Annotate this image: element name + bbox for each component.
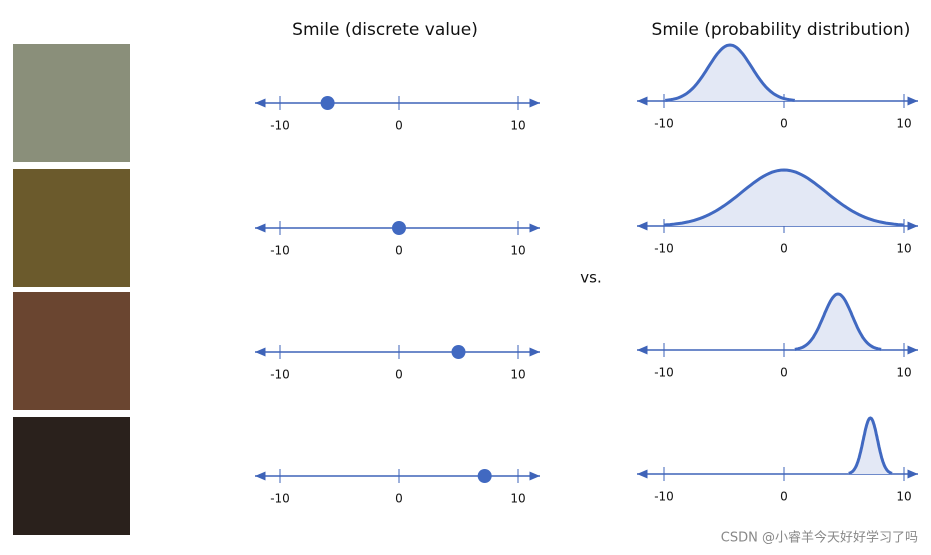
separator: vs. [580,269,601,287]
face-photos [13,44,130,535]
tick-label: -10 [270,119,290,133]
distribution-curve [794,292,882,351]
distribution-curve [665,43,795,102]
tick-label: 0 [395,244,403,258]
tick-label: 0 [780,366,788,380]
tick-label: 10 [896,117,911,131]
face-photo [13,169,130,287]
tick-label: 10 [896,242,911,256]
watermark: CSDN @小睿羊今天好好学习了吗 [721,530,918,546]
tick-label: -10 [654,366,674,380]
value-dot [451,345,466,359]
tick-label: 10 [510,492,525,506]
value-dot [392,221,406,235]
tick-label: -10 [270,244,290,258]
value-dot [477,469,492,483]
tick-label: -10 [654,242,674,256]
tick-label: 0 [780,242,788,256]
tick-label: 10 [896,366,911,380]
distribution-area [794,294,882,350]
tick-label: -10 [270,492,290,506]
tick-label: 0 [780,117,788,131]
tick-label: -10 [270,368,290,382]
tick-label: 10 [510,244,525,258]
distribution-area [665,45,795,101]
distribution-curve [848,416,893,475]
tick-label: -10 [654,490,674,504]
face-photo [13,292,130,410]
tick-label: 10 [510,368,525,382]
distribution-curve [663,168,905,227]
right-title: Smile (probability distribution) [652,20,911,40]
tick-label: 0 [395,119,403,133]
distribution-area [664,170,904,226]
left-title: Smile (discrete value) [292,20,478,40]
tick-label: 0 [395,492,403,506]
tick-label: -10 [654,117,674,131]
tick-label: 0 [780,490,788,504]
tick-label: 10 [896,490,911,504]
tick-label: 0 [395,368,403,382]
face-photo [13,417,130,535]
value-dot [320,96,335,110]
tick-label: 10 [510,119,525,133]
face-photo [13,44,130,162]
